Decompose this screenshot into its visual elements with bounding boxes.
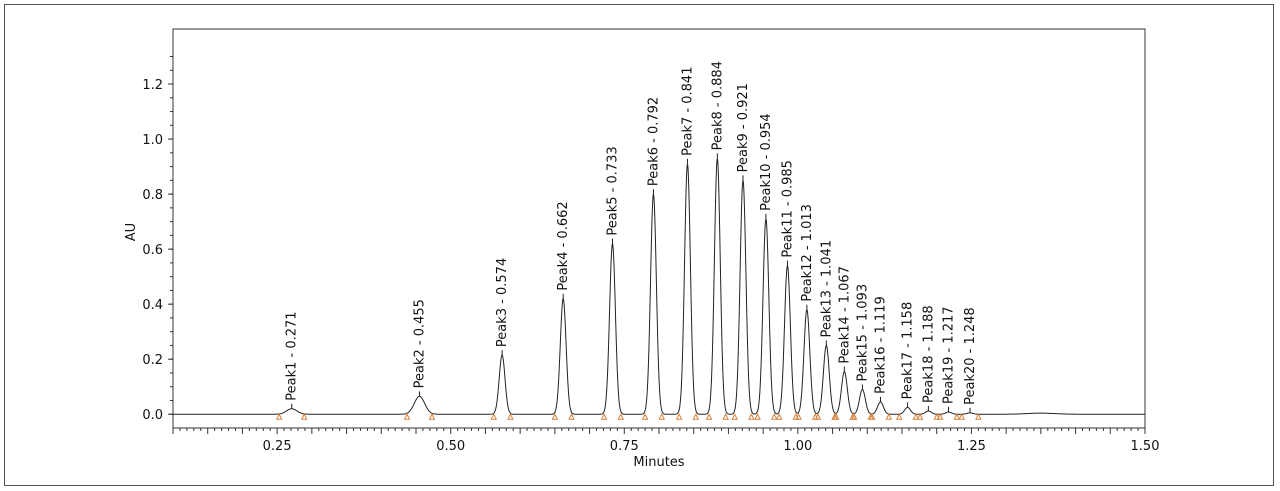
x-tick-label: 1.00 [783,439,812,454]
peak-label: Peak11 - 0.985 [780,160,795,258]
baseline-marker [551,413,559,420]
x-tick-label: 1.50 [1131,439,1160,454]
y-tick-label: 0.6 [142,243,163,258]
peak-label: Peak15 - 1.093 [855,284,870,382]
baseline-marker [916,413,924,420]
peak-label: Peak4 - 0.662 [556,201,571,290]
baseline-marker [658,413,666,420]
peak-label: Peak13 - 1.041 [819,240,834,338]
baseline-marker [568,413,575,420]
baseline-marker [490,413,498,420]
y-axis: 0.0 0.2 0.4 0.6 0.8 1.0 1.2 [142,56,173,423]
baseline-marker [775,413,783,420]
peak-label: Peak7 - 0.841 [680,67,695,156]
baseline-marker [885,413,893,420]
peak-label: Peak18 - 1.188 [921,305,936,403]
baseline-marker [770,413,778,420]
peak-label: Peak17 - 1.158 [901,302,916,400]
peak-label: Peak19 - 1.217 [942,306,957,404]
baseline-marker [868,413,876,420]
baseline-marker [403,413,411,420]
baseline-marker [754,413,761,420]
baseline-marker [692,413,700,420]
peak-label: Peak5 - 0.733 [605,146,620,235]
baseline-marker [953,413,961,420]
x-tick-label: 0.50 [436,439,465,454]
baseline-marker [641,413,649,420]
baseline-markers [275,153,982,420]
peak-label: Peak16 - 1.119 [873,296,888,394]
baseline-marker [275,413,283,420]
peak-label: Peak9 - 0.921 [736,83,751,172]
baseline-marker [912,413,920,420]
baseline-marker [748,413,755,420]
baseline-marker [705,413,713,420]
minor-ticks [172,428,1146,434]
peak-label: Peak6 - 0.792 [646,97,661,186]
peak-labels: Peak1 - 0.271 Peak2 - 0.455 Peak3 - 0.574 P… [285,61,978,405]
y-tick-label: 1.2 [142,78,163,93]
y-tick-label: 0.8 [142,188,163,203]
baseline-marker [795,413,802,420]
baseline-marker [300,413,308,420]
baseline-marker [600,413,608,420]
baseline-marker [814,413,822,420]
baseline-marker [975,413,982,420]
peak-label: Peak1 - 0.271 [285,311,300,400]
x-tick-label: 1.25 [957,439,986,454]
peak-label: Peak10 - 0.954 [759,113,774,211]
baseline-marker [936,413,944,420]
baseline-marker [722,413,729,420]
y-tick-label: 0.2 [142,353,163,368]
y-tick-label: 0.0 [142,408,163,423]
y-tick-label: 0.4 [142,298,163,313]
chromatogram-trace [173,158,1145,415]
peak-label: Peak2 - 0.455 [412,299,427,388]
y-axis-title: AU [124,223,139,241]
x-axis-title: Minutes [633,455,684,470]
peak-label: Peak20 - 1.248 [963,307,978,405]
x-axis: 0.25 0.50 0.75 1.00 1.25 1.50 [263,439,1160,454]
baseline-marker [731,413,738,420]
peak-label: Peak8 - 0.884 [710,61,725,150]
baseline-marker [617,413,625,420]
baseline-marker [832,413,840,420]
y-tick-label: 1.0 [142,133,163,148]
x-tick-label: 0.75 [610,439,639,454]
baseline-marker [675,413,683,420]
chart-frame [4,4,1274,486]
baseline-marker [507,413,514,420]
baseline-marker [933,413,941,420]
baseline-marker [895,413,903,420]
peak-label: Peak3 - 0.574 [495,258,510,347]
baseline-marker [850,413,858,420]
baseline-marker [428,413,436,420]
peak-label: Peak14 - 1.067 [837,266,852,364]
peak-label: Peak12 - 1.013 [800,204,815,302]
baseline-marker [958,413,966,420]
x-tick-label: 0.25 [263,439,292,454]
